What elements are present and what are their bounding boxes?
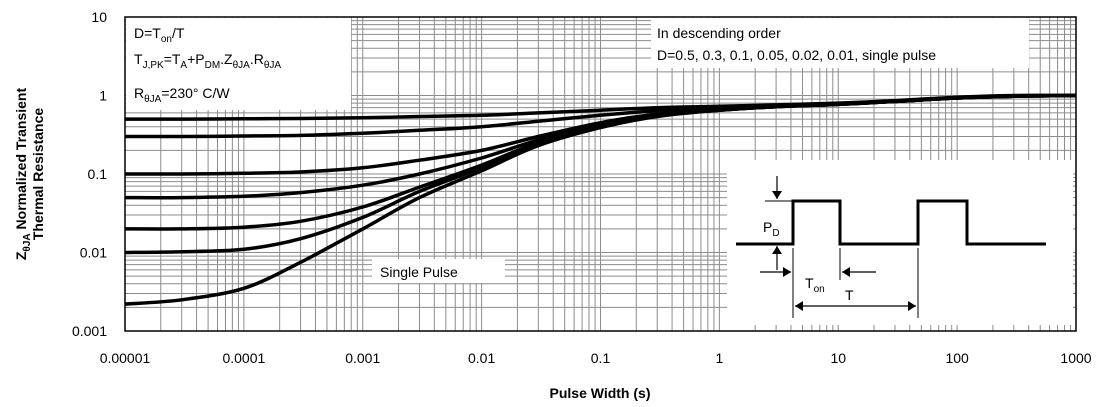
y-tick-label: 0.001 [72,323,107,339]
series-line-7 [124,93,1077,306]
t-arrowhead-right [908,301,916,311]
x-tick-label: 0.1 [591,350,611,366]
formula-thermal-resistance: RθJA=230° C/W [134,85,230,105]
ton-label: Ton [805,275,825,295]
y-axis-title: ZθJA Normalized Transient Thermal Resist… [13,88,46,261]
x-tick-label: 0.0001 [222,350,265,366]
formula-box-bg [126,18,351,110]
y-axis-title-line1: ZθJA Normalized Transient [13,88,33,261]
t-arrowhead-left [795,301,803,311]
y-tick-label: 10 [91,9,107,25]
y-tick-label: 1 [99,88,107,104]
order-box-bg [651,18,1029,68]
order-values: D=0.5, 0.3, 0.1, 0.05, 0.02, 0.01, singl… [657,47,936,63]
x-tick-label: 100 [945,350,969,366]
pd-arrowhead-up [772,246,782,254]
single-pulse-label: Single Pulse [380,264,458,280]
formula-duty: D=Ton/T [134,25,185,45]
pulse-waveform [736,199,1046,246]
t-label: T [845,287,854,303]
ton-arrowhead-right [842,267,850,277]
x-tick-label: 0.01 [468,350,495,366]
formula-box: D=Ton/T TJ,PK=TA+PDM.ZθJA.RθJA RθJA=230°… [126,18,351,110]
y-axis-title-line2: Thermal Resistance [30,108,46,240]
single-pulse-label-bg [372,259,505,283]
pd-label: PD [763,219,780,239]
order-title: In descending order [657,25,781,41]
formula-junction-temp: TJ,PK=TA+PDM.ZθJA.RθJA [134,51,281,71]
y-tick-label: 0.1 [88,166,108,182]
ton-arrowhead-left [783,267,791,277]
pd-arrowhead-down [772,191,782,199]
y-tick-labels: 0.001 0.01 0.1 1 10 [72,9,107,339]
series-lines [124,93,1077,306]
x-tick-label: 1000 [1060,350,1091,366]
x-axis-title: Pulse Width (s) [550,385,651,401]
x-tick-label: 10 [830,350,846,366]
y-tick-label: 0.01 [80,245,107,261]
x-tick-label: 1 [715,350,723,366]
x-tick-labels: 0.00001 0.0001 0.001 0.01 0.1 1 10 100 1000 [100,350,1092,366]
pulse-waveform-inset: PD Ton T [727,160,1073,325]
x-tick-label: 0.00001 [100,350,151,366]
order-box: In descending order D=0.5, 0.3, 0.1, 0.0… [651,18,1029,68]
x-tick-label: 0.001 [345,350,380,366]
